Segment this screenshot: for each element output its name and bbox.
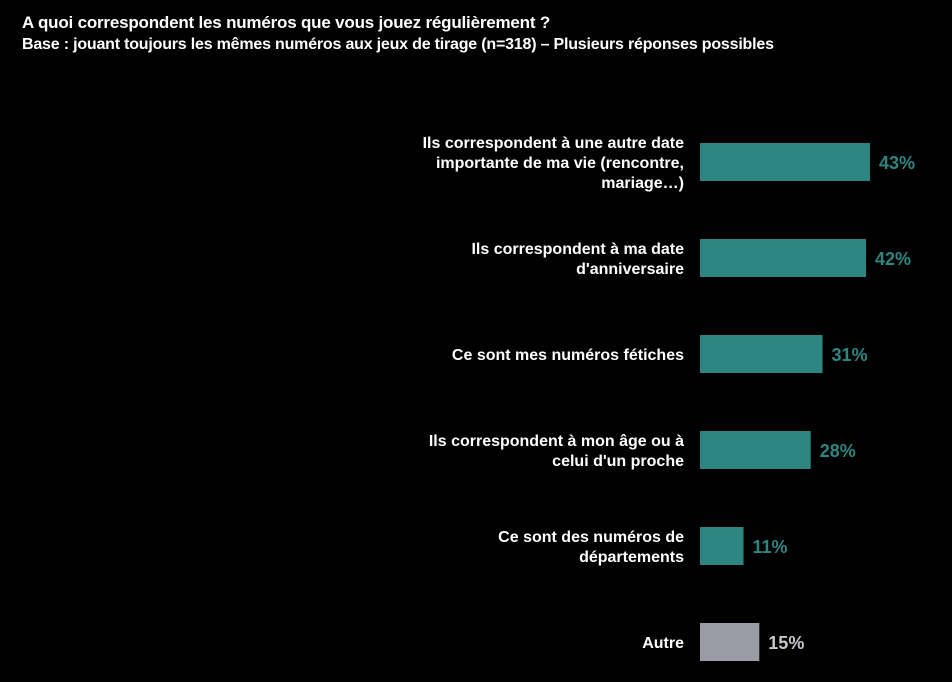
category-label-line: importante de ma vie (rencontre, xyxy=(436,155,684,172)
chart-title: A quoi correspondent les numéros que vou… xyxy=(22,13,551,32)
category-label-0: Ils correspondent à une autre date import… xyxy=(423,135,685,192)
category-label-line: Ce sont des numéros de xyxy=(498,529,684,546)
value-label-3: 28% xyxy=(820,441,856,461)
category-label-2: Ce sont mes numéros fétiches xyxy=(452,347,684,364)
value-label-0: 43% xyxy=(879,153,915,173)
chart-subtitle: Base : jouant toujours les mêmes numéros… xyxy=(22,36,774,53)
category-label-line: d'anniversaire xyxy=(576,261,684,278)
category-label-4: Ce sont des numéros de départements xyxy=(498,529,684,566)
bar-2 xyxy=(700,335,823,373)
category-label-line: départements xyxy=(579,549,684,566)
bar-3 xyxy=(700,431,811,469)
category-label-line: Ils correspondent à mon âge ou à xyxy=(429,433,684,450)
category-label-1: Ils correspondent à ma date d'anniversair… xyxy=(471,241,684,278)
category-label-line: Autre xyxy=(642,635,684,652)
bar-1 xyxy=(700,239,867,277)
category-label-line: Ils correspondent à ma date xyxy=(471,241,684,258)
value-label-1: 42% xyxy=(875,249,911,269)
value-label-4: 11% xyxy=(752,537,787,557)
bar-4 xyxy=(700,527,744,565)
category-label-line: celui d'un proche xyxy=(552,453,684,470)
bar-5 xyxy=(700,623,760,661)
bar-0 xyxy=(700,143,870,181)
category-label-line: Ce sont mes numéros fétiches xyxy=(452,347,684,364)
category-label-line: mariage…) xyxy=(601,175,684,192)
value-label-5: 15% xyxy=(768,633,804,653)
category-label-5: Autre xyxy=(642,635,684,652)
value-label-2: 31% xyxy=(832,345,868,365)
category-label-line: Ils correspondent à une autre date xyxy=(423,135,685,152)
category-label-3: Ils correspondent à mon âge ou à celui d'… xyxy=(429,433,684,470)
